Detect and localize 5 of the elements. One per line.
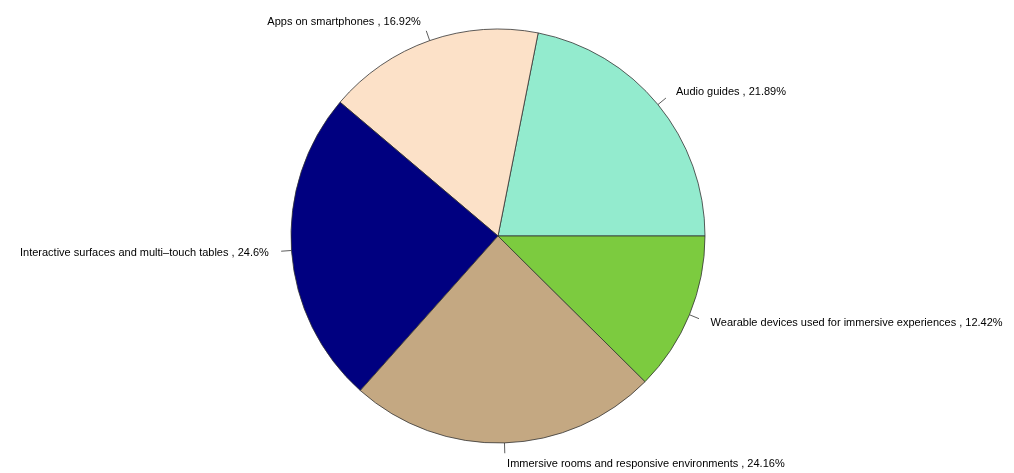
slice-label: Wearable devices used for immersive experiences , 12.42% [710,316,1003,329]
slice-label: Interactive surfaces and multi–touch tables , 24.6% [20,245,270,258]
slice-label: Apps on smartphones , 16.92% [267,14,422,27]
slice-label: Audio guides , 21.89% [675,85,787,98]
slice-label: Immersive rooms and responsive environments , 24.16% [507,457,785,470]
